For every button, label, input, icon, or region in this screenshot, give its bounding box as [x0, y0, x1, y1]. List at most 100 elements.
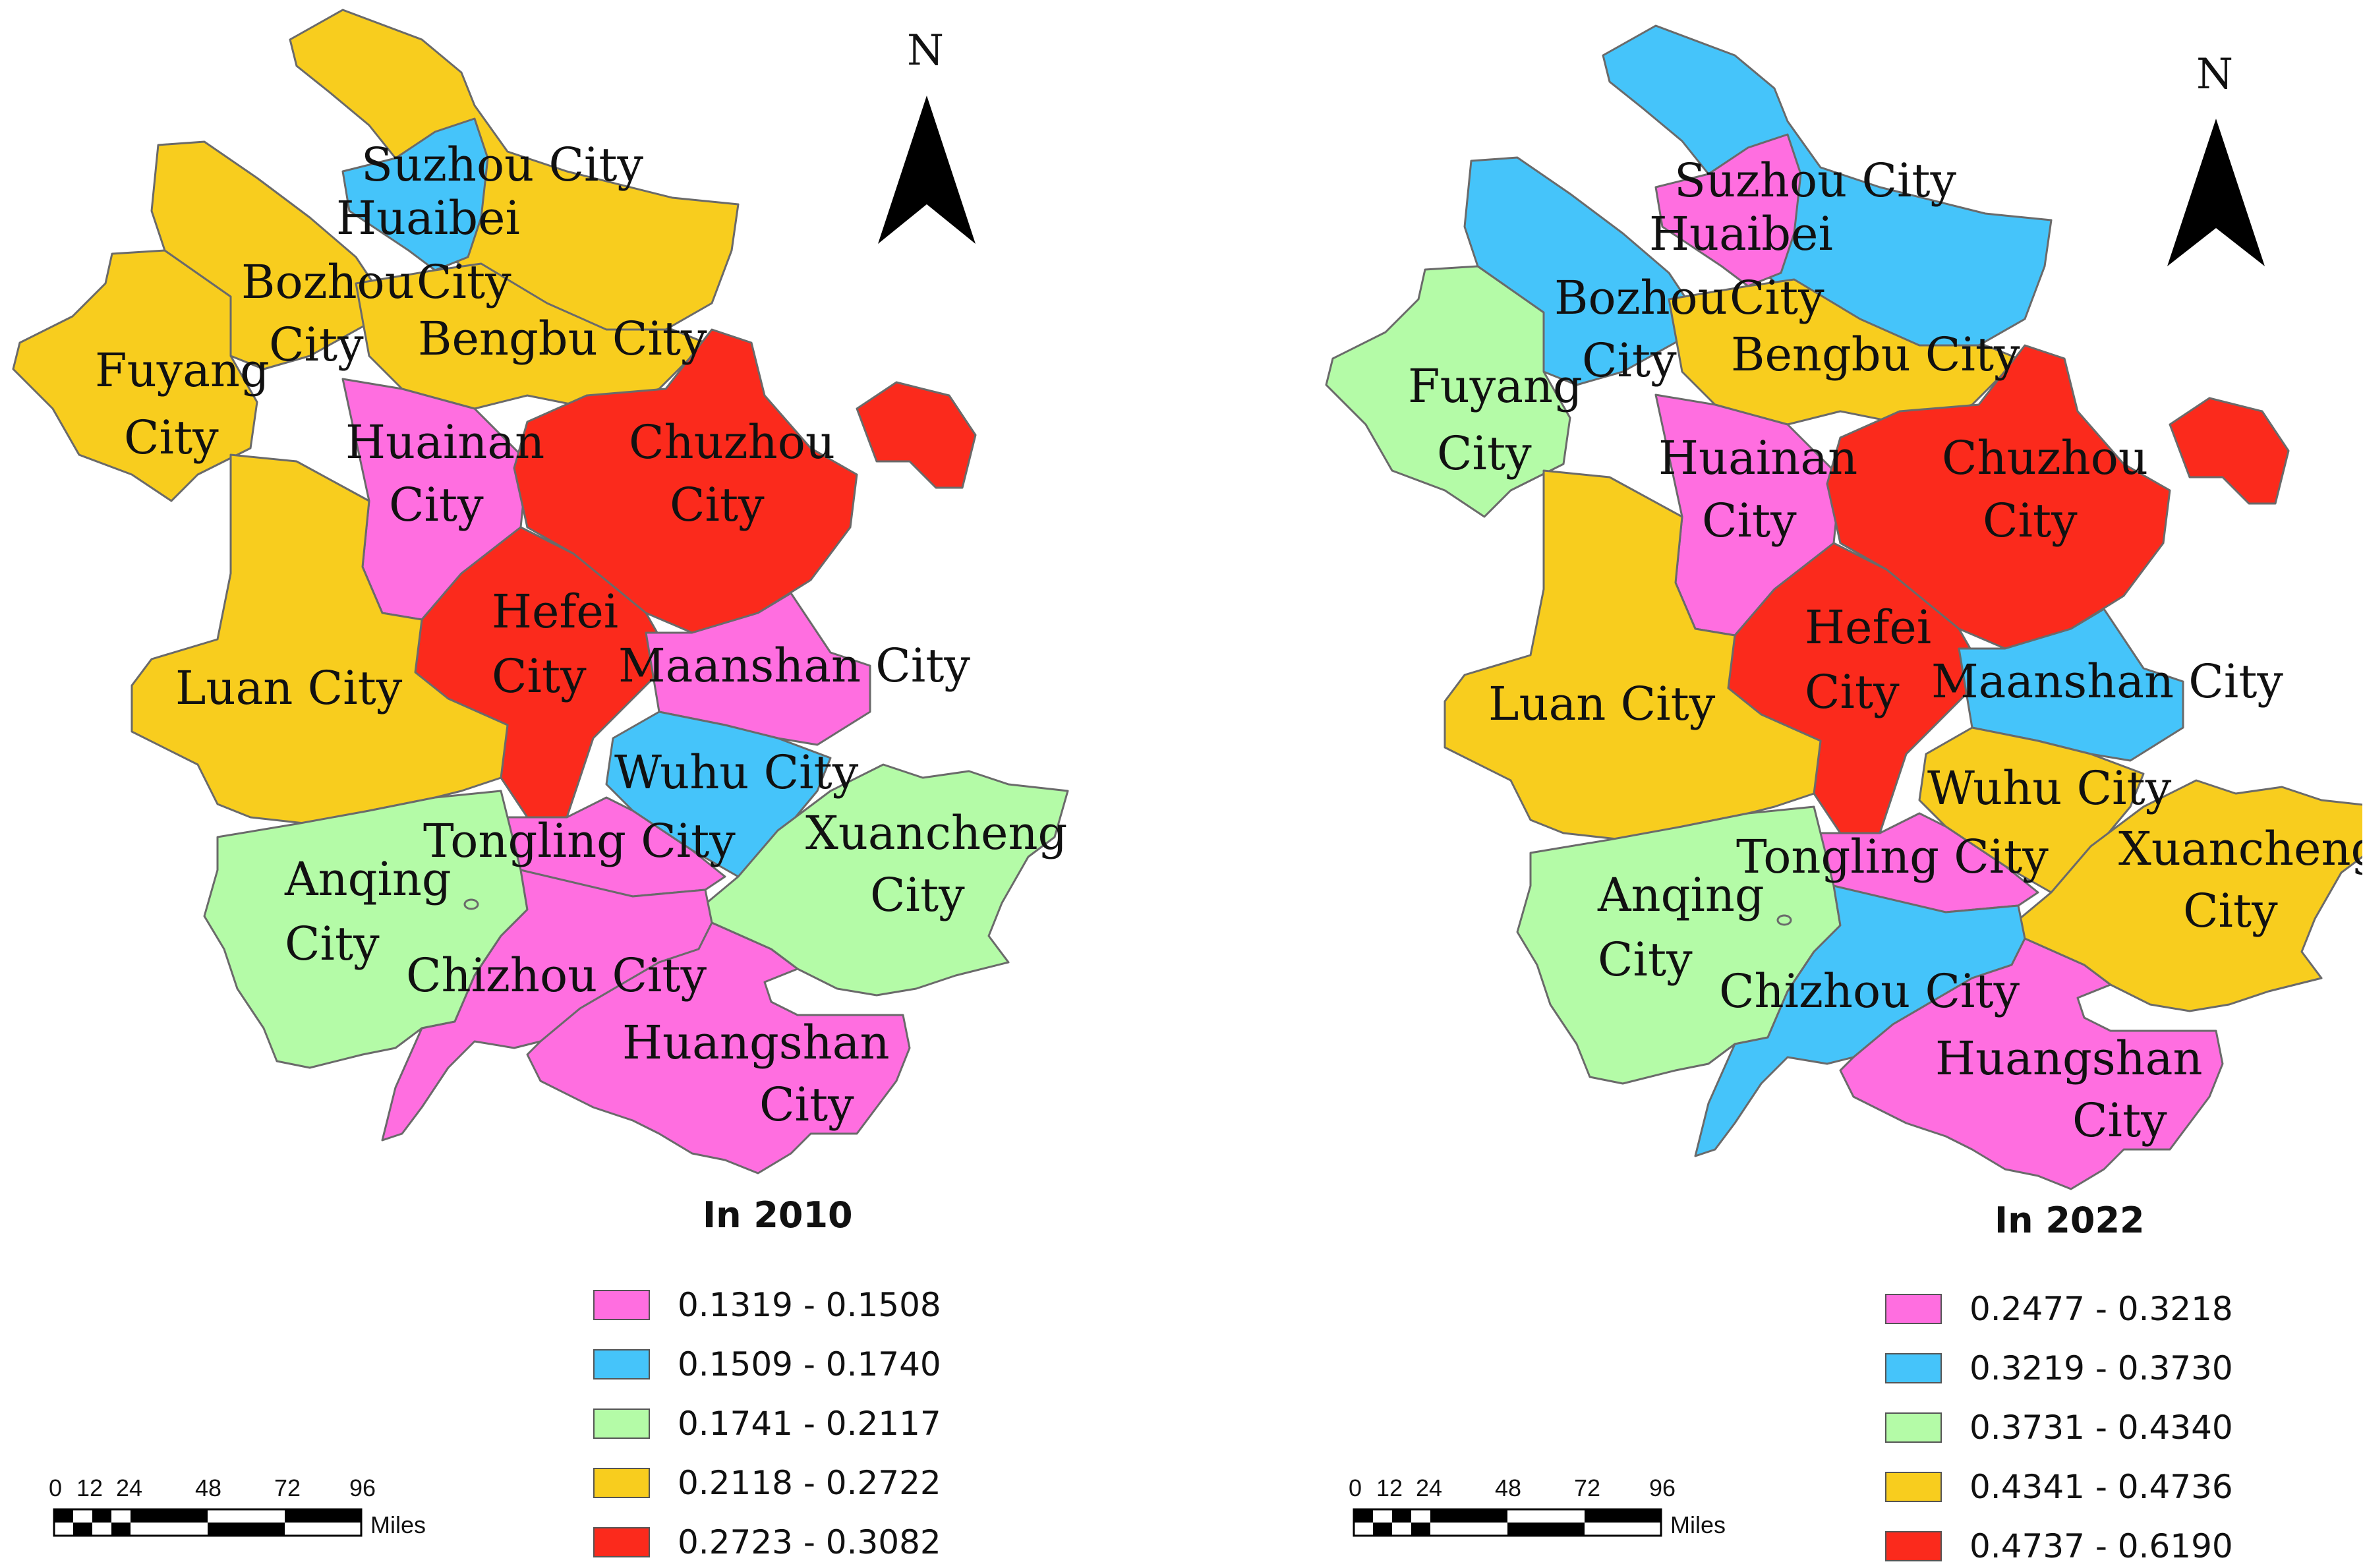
legend-label: 0.1319 - 0.1508 [678, 1286, 941, 1324]
legend-swatch [593, 1408, 650, 1439]
scale-unit: Miles [1670, 1511, 1726, 1538]
scale-tick-48: 48 [195, 1474, 221, 1501]
map-title-2022: In 2022 [1995, 1200, 2145, 1241]
legend-label: 0.1509 - 0.1740 [678, 1345, 941, 1383]
label-fuyang-city: City [1437, 426, 1532, 480]
label-hefei: Hefei [492, 585, 618, 639]
north-arrow: N [878, 26, 976, 244]
label-wuhu: Wuhu City [614, 745, 859, 799]
legend-item: 0.1319 - 0.1508 [593, 1285, 962, 1325]
label-anqing: Anqing [284, 852, 452, 906]
label-chizhou: Chizhou City [406, 948, 707, 1002]
label-luan: Luan City [175, 661, 403, 715]
label-hefei-city: City [492, 649, 587, 703]
legend-label: 0.3219 - 0.3730 [1969, 1349, 2233, 1387]
region-chuzhou-east [2169, 397, 2290, 505]
choropleth-map-2010: Suzhou City Huaibei City Bozhou City Ben… [12, 9, 1069, 1538]
label-huainan: Huainan [345, 415, 544, 469]
label-huaibei-city: City [1730, 271, 1824, 325]
label-chizhou: Chizhou City [1719, 964, 2020, 1018]
scale-bar-ticks: 0 12 24 48 72 96 [49, 1474, 376, 1501]
label-maanshan: Maanshan City [1931, 654, 2283, 709]
label-bozhou: Bozhou [1554, 271, 1728, 325]
label-fuyang-city: City [124, 411, 219, 465]
label-huaibei-city: City [417, 255, 511, 309]
legend-item: 0.3219 - 0.3730 [1885, 1349, 2254, 1388]
label-huainan: Huainan [1658, 431, 1857, 485]
label-maanshan: Maanshan City [618, 639, 970, 693]
legend-item: 0.4341 - 0.4736 [1885, 1467, 2254, 1507]
label-wuhu: Wuhu City [1927, 761, 2172, 815]
label-huangshan-city: City [2072, 1093, 2167, 1147]
label-xuancheng-city: City [870, 868, 965, 922]
scale-bar: 0 12 24 48 72 96 Miles [1349, 1474, 1726, 1538]
label-hefei-city: City [1805, 665, 1900, 719]
label-xuancheng-city: City [2183, 884, 2278, 938]
label-huangshan: Huangshan [622, 1016, 890, 1070]
north-arrow-icon [878, 96, 976, 244]
legend-label: 0.4341 - 0.4736 [1969, 1468, 2233, 1506]
north-label: N [907, 26, 944, 75]
legend-swatch [593, 1349, 650, 1379]
label-bengbu: Bengbu City [418, 312, 707, 366]
label-chuzhou: Chuzhou [1942, 431, 2148, 485]
legend-swatch [1885, 1412, 1942, 1443]
label-bengbu: Bengbu City [1731, 328, 2020, 382]
label-xuancheng: Xuancheng [805, 806, 1067, 860]
scale-tick-0: 0 [1349, 1474, 1362, 1501]
scale-tick-96: 96 [1649, 1474, 1676, 1501]
scale-tick-12: 12 [1376, 1474, 1403, 1501]
legend-swatch [1885, 1353, 1942, 1383]
north-label: N [2196, 50, 2233, 99]
region-chuzhou-east [856, 381, 977, 489]
label-anqing-city: City [1598, 933, 1693, 987]
label-huaibei: Huaibei [1649, 207, 1833, 261]
legend-label: 0.2477 - 0.3218 [1969, 1290, 2233, 1328]
label-chuzhou: Chuzhou [629, 415, 835, 469]
region-islet [463, 898, 479, 910]
label-huainan-city: City [389, 478, 484, 532]
label-fuyang: Fuyang [1408, 359, 1583, 413]
label-hefei: Hefei [1805, 600, 1931, 654]
label-huangshan: Huangshan [1935, 1031, 2203, 1086]
scale-bar-ticks: 0 12 24 48 72 96 [1349, 1474, 1676, 1501]
legend-label: 0.1741 - 0.2117 [678, 1405, 941, 1443]
label-huainan-city: City [1702, 494, 1797, 548]
legend-swatch [593, 1527, 650, 1557]
scale-bar: 0 12 24 48 72 96 Miles [49, 1474, 426, 1538]
legend-swatch [1885, 1531, 1942, 1561]
legend-label: 0.2118 - 0.2722 [678, 1464, 941, 1502]
region-bozhou [150, 140, 384, 370]
scale-tick-72: 72 [1574, 1474, 1600, 1501]
legend-item: 0.2118 - 0.2722 [593, 1463, 962, 1503]
legend-label: 0.2723 - 0.3082 [678, 1523, 941, 1561]
label-anqing-city: City [285, 917, 380, 971]
label-bozhou-city: City [1582, 334, 1677, 388]
scale-tick-12: 12 [76, 1474, 103, 1501]
legend-label: 0.3731 - 0.4340 [1969, 1408, 2233, 1447]
north-arrow: N [2167, 50, 2265, 266]
label-fuyang: Fuyang [95, 343, 270, 397]
map-panel-2010: Suzhou City Huaibei City Bozhou City Ben… [0, 0, 1181, 1568]
legend-swatch [593, 1290, 650, 1320]
label-suzhou: Suzhou City [1674, 154, 1957, 208]
label-tongling: Tongling City [1736, 830, 2049, 884]
legend-label: 0.4737 - 0.6190 [1969, 1527, 2233, 1565]
legend-item: 0.4737 - 0.6190 [1885, 1526, 2254, 1566]
legend-item: 0.3731 - 0.4340 [1885, 1408, 2254, 1447]
legend-swatch [593, 1468, 650, 1498]
legend-swatch [1885, 1472, 1942, 1502]
map-panel-2022: Suzhou City Huaibei City Bozhou City Ben… [1181, 0, 2362, 1568]
scale-unit: Miles [370, 1511, 426, 1538]
region-bozhou [1463, 156, 1697, 386]
legend-item: 0.2723 - 0.3082 [593, 1523, 962, 1562]
north-arrow-icon [2167, 119, 2265, 266]
map-title-2010: In 2010 [703, 1194, 853, 1236]
label-huaibei: Huaibei [336, 191, 520, 245]
label-bozhou: Bozhou [241, 255, 415, 309]
legend-swatch [1885, 1294, 1942, 1324]
region-suzhou [289, 9, 740, 344]
choropleth-map-2022: Suzhou City Huaibei City Bozhou City Ben… [1325, 24, 2362, 1538]
label-chuzhou-city: City [670, 478, 765, 532]
legend-item: 0.2477 - 0.3218 [1885, 1289, 2254, 1329]
